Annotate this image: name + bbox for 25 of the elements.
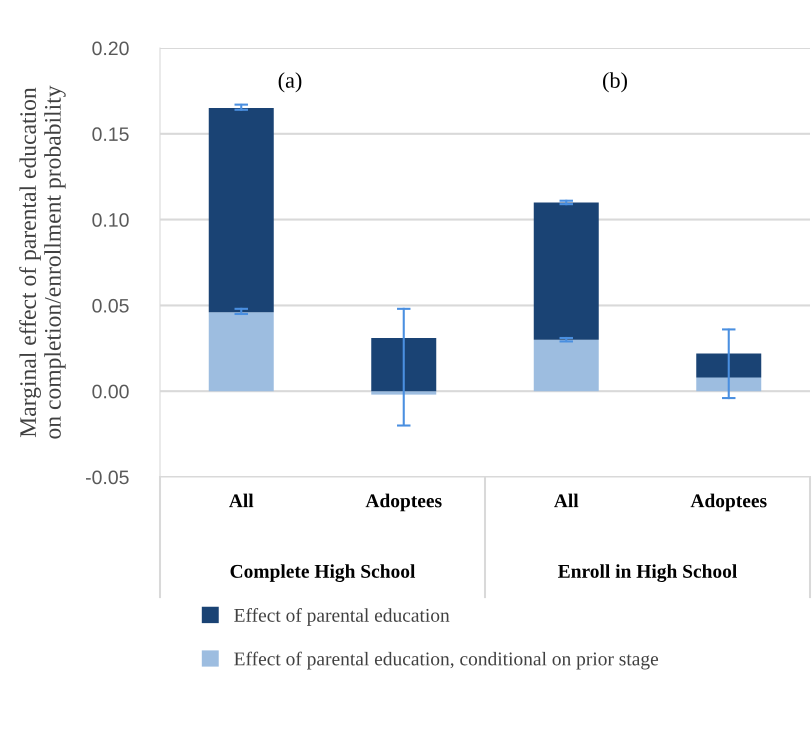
- bar: [371, 391, 436, 395]
- bar: [208, 312, 274, 392]
- bar: [371, 338, 436, 392]
- y-tick-label: 0.10: [92, 213, 129, 227]
- x-tick-label: All: [229, 494, 254, 508]
- x-tick-label: All: [554, 494, 578, 508]
- bar: [534, 202, 599, 340]
- annotation: (a): [278, 72, 302, 92]
- y-tick-label: -0.05: [86, 470, 129, 484]
- y-tick-label: 0.05: [92, 298, 129, 313]
- y-tick-label: 0.00: [92, 384, 129, 398]
- y-tick-label: 0.15: [92, 127, 129, 142]
- bar: [534, 340, 599, 392]
- text: Complete High School: [230, 564, 416, 582]
- legend-label: Effect of parental education, conditional on prior stage: [234, 652, 658, 670]
- bar: [208, 108, 274, 312]
- bar: [696, 353, 762, 378]
- y-tick-label: 0.20: [92, 41, 129, 56]
- y-axis-title: Marginal effect of parental education on completion/enrollment probability: [19, 86, 66, 439]
- text: Enroll in High School: [558, 564, 737, 582]
- annotation: (b): [603, 72, 627, 92]
- x-tick-label: Adoptees: [690, 494, 767, 512]
- legend-label: Effect of parental education: [234, 608, 450, 626]
- bar: [696, 377, 762, 392]
- x-tick-label: Adoptees: [366, 494, 442, 512]
